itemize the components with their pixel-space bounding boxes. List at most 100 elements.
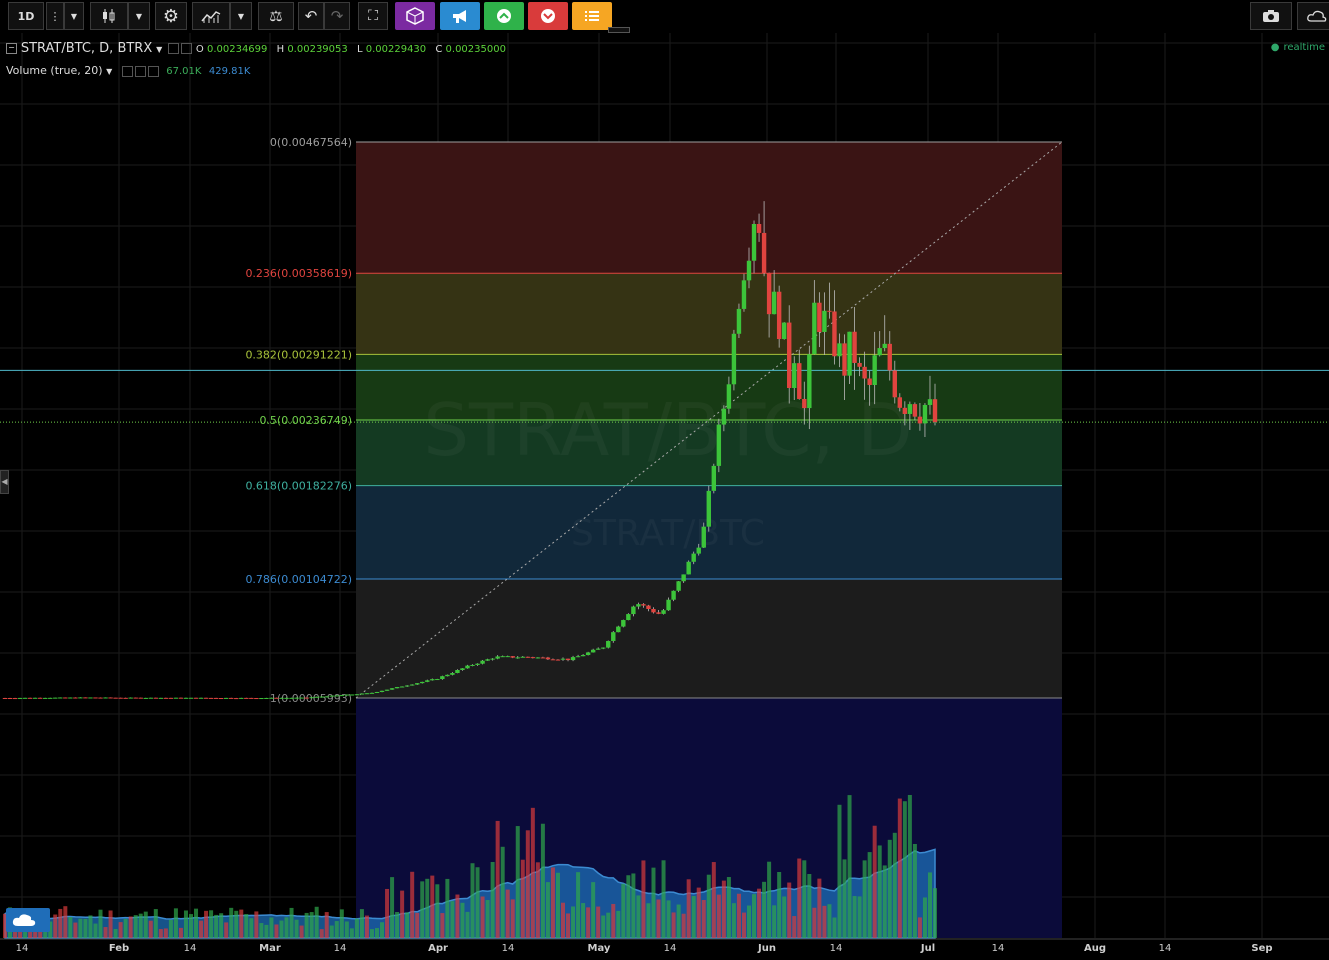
undo-button[interactable]: ↶ xyxy=(298,2,324,30)
chevron-down-icon[interactable]: ▼ xyxy=(156,45,163,54)
volume-bar xyxy=(882,865,887,938)
candle-body xyxy=(837,343,842,357)
fullscreen-button[interactable]: ⛶ xyxy=(358,2,388,30)
candle-body xyxy=(409,684,415,686)
volume-bar xyxy=(505,889,510,938)
volume-bar xyxy=(616,910,621,938)
settings-icon[interactable] xyxy=(181,43,193,54)
candle-body xyxy=(369,692,375,694)
close-icon[interactable] xyxy=(147,65,159,77)
x-axis-tick-label: Mar xyxy=(259,943,281,954)
volume-bar xyxy=(113,929,118,938)
volume-bar xyxy=(656,899,661,938)
volume-bar xyxy=(555,872,560,938)
indicators-dropdown[interactable]: ▼ xyxy=(230,2,252,30)
volume-bar xyxy=(239,909,244,938)
ohlc-values: O 0.00234699 H 0.00239053 L 0.00229430 C… xyxy=(196,44,512,55)
volume-bar xyxy=(98,909,103,938)
volume-bar xyxy=(68,917,73,938)
settings-button[interactable]: ⚙ xyxy=(155,2,187,30)
interval-dropdown[interactable]: ▼ xyxy=(64,2,84,30)
widget-button[interactable] xyxy=(395,2,435,30)
volume-bar xyxy=(254,911,259,938)
candle-body xyxy=(103,697,108,699)
candle-body xyxy=(168,697,174,699)
candle-body xyxy=(88,697,93,699)
candle-body xyxy=(666,599,671,611)
volume-bar xyxy=(435,884,440,938)
volume-bar xyxy=(907,794,912,938)
price-chart[interactable]: STRAT/BTC, D STRAT/BTC 0(0.00467564) 0.236(… xyxy=(0,33,1329,960)
candle-body xyxy=(611,632,616,641)
candle-body xyxy=(83,697,88,699)
scale-icon: ⚖ xyxy=(269,7,283,25)
candle-body xyxy=(731,333,737,385)
more-icon: ⋮ xyxy=(49,9,61,23)
volume-bar xyxy=(500,846,505,938)
candle-body xyxy=(550,659,556,661)
chart-type-dropdown[interactable]: ▼ xyxy=(128,2,150,30)
candle-body xyxy=(249,697,254,699)
collapse-legend-icon[interactable]: − xyxy=(6,43,17,54)
buy-button[interactable] xyxy=(484,2,524,30)
chevron-down-icon[interactable]: ▼ xyxy=(106,67,113,76)
candle-body xyxy=(324,696,329,698)
watermark-subtitle: STRAT/BTC xyxy=(571,513,765,554)
volume-title[interactable]: Volume (true, 20) xyxy=(6,64,103,77)
volume-bar xyxy=(666,900,671,938)
candle-body xyxy=(354,694,360,696)
candles-icon xyxy=(103,9,115,23)
cloud-button[interactable] xyxy=(1297,2,1329,30)
list-button[interactable] xyxy=(572,2,612,30)
alert-button[interactable] xyxy=(440,2,480,30)
compare-button[interactable]: ⚖ xyxy=(258,2,294,30)
candle-body xyxy=(404,685,410,687)
volume-bar xyxy=(299,925,304,938)
candle-body xyxy=(575,656,581,658)
hide-icon[interactable] xyxy=(121,65,133,77)
candle-body xyxy=(520,656,525,658)
chevron-down-icon: ▼ xyxy=(70,11,78,21)
more-button[interactable]: ⋮ xyxy=(46,2,64,30)
volume-bar xyxy=(400,890,405,938)
candle-body xyxy=(344,694,350,696)
chevron-down-icon: ▼ xyxy=(237,11,245,21)
settings-icon[interactable] xyxy=(134,65,146,77)
fib-level-label: 0.382(0.00291221) xyxy=(245,348,352,361)
volume-bar xyxy=(234,910,239,938)
fib-level-label: 0.236(0.00358619) xyxy=(245,267,352,280)
sell-button[interactable] xyxy=(528,2,568,30)
interval-button[interactable]: 1D xyxy=(8,2,44,30)
fib-levels: 0(0.00467564) 0.236(0.00358619) 0.382(0.00… xyxy=(245,136,1062,705)
symbol-title[interactable]: STRAT/BTC, D, BTRX xyxy=(20,41,153,56)
arrow-down-circle-icon xyxy=(541,9,555,23)
candle-body xyxy=(832,311,837,357)
symbol-legend: − STRAT/BTC, D, BTRX ▼ O 0.00234699 H 0.… xyxy=(6,41,512,56)
volume-bar xyxy=(902,801,907,938)
candle-body xyxy=(394,687,400,689)
tradingview-logo[interactable] xyxy=(6,908,50,932)
candle-body xyxy=(445,674,450,677)
hide-icon[interactable] xyxy=(168,43,180,54)
collapse-toolbar-handle[interactable] xyxy=(608,27,630,33)
volume-bar xyxy=(922,897,927,938)
candle-body xyxy=(314,696,319,698)
chart-type-button[interactable] xyxy=(90,2,128,30)
redo-button[interactable]: ↷ xyxy=(324,2,350,30)
volume-bar xyxy=(153,909,158,938)
volume-bar xyxy=(892,832,897,938)
indicators-button[interactable] xyxy=(192,2,230,30)
side-panel-handle[interactable]: ◀ xyxy=(0,470,9,494)
candle-body xyxy=(781,322,787,340)
x-axis-tick-label: Apr xyxy=(428,943,448,954)
candle-body xyxy=(817,302,822,332)
candle-body xyxy=(12,698,18,700)
candle-body xyxy=(922,404,928,424)
screenshot-button[interactable] xyxy=(1250,2,1292,30)
volume-bar xyxy=(736,893,741,938)
volume-bar xyxy=(696,887,701,938)
candle-body xyxy=(158,697,164,699)
candle-body xyxy=(716,424,722,466)
volume-bar xyxy=(118,922,123,938)
candle-body xyxy=(601,647,606,649)
